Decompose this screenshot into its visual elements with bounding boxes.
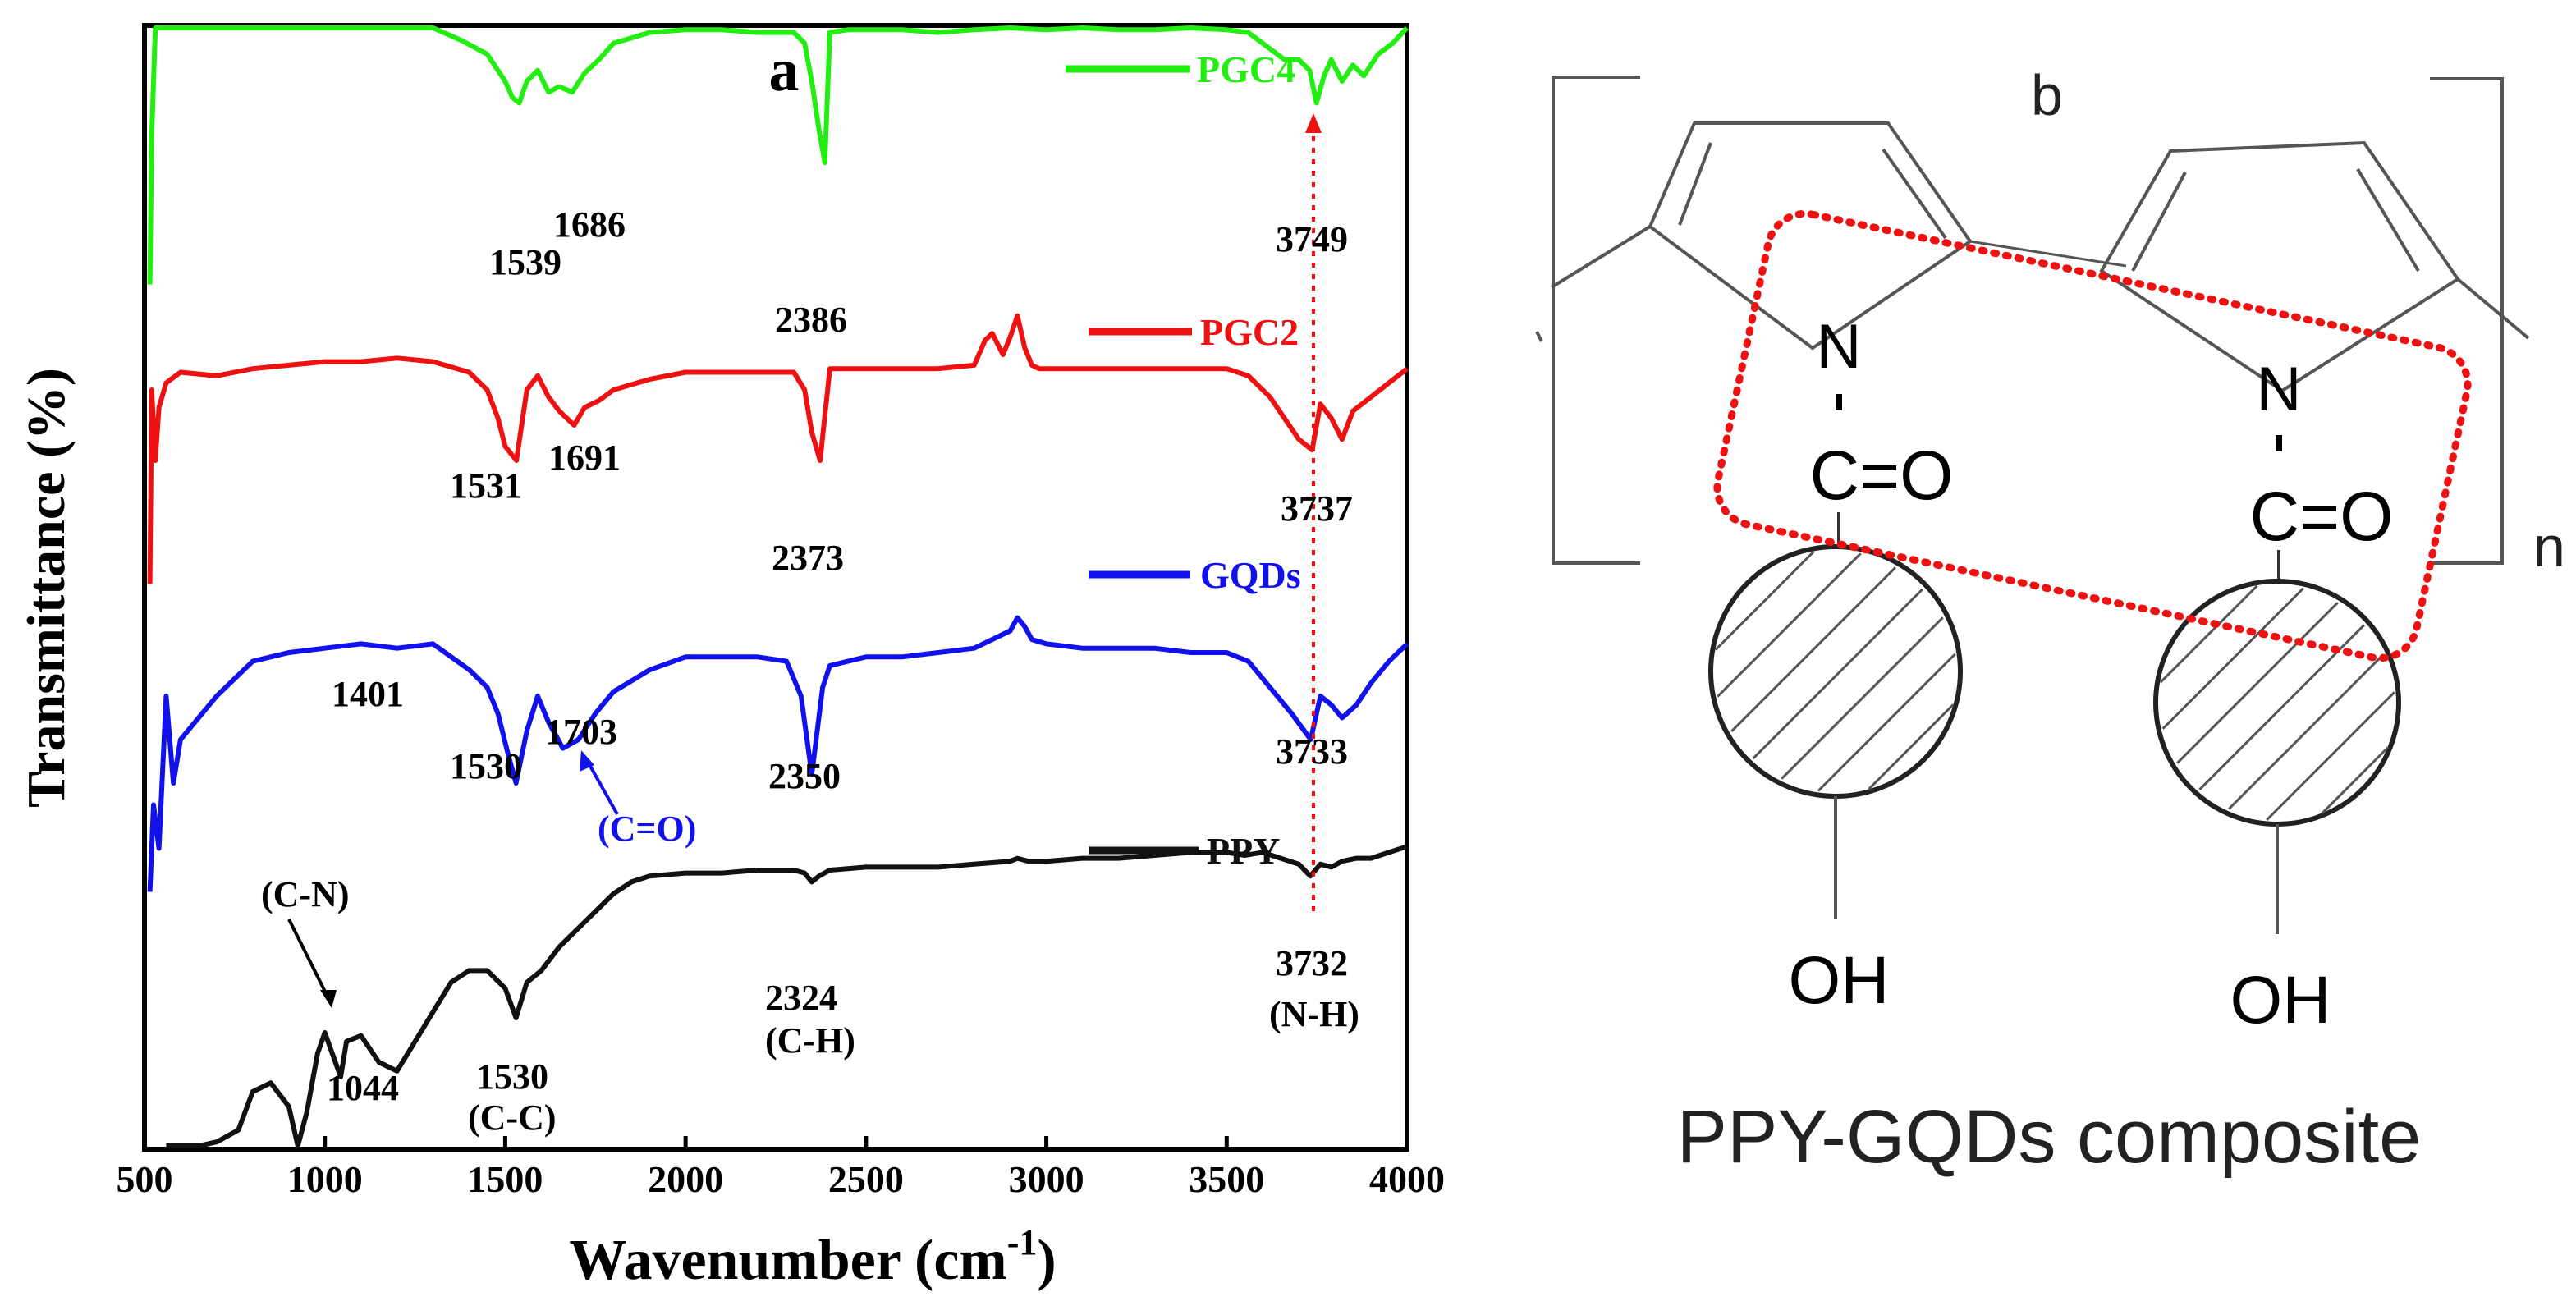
x-axis-tick-labels: 500 1000 1500 2000 2500 3000 3500 4000	[117, 1158, 1446, 1200]
peak-label-gqds-3733: 3733	[1276, 731, 1348, 772]
x-axis-label-close: )	[1037, 1229, 1056, 1292]
legend-label-pgc4: PGC4	[1197, 48, 1295, 90]
peak-label-ppy-1530: 1530	[476, 1056, 548, 1097]
gqd-particle-2-hatching	[2159, 584, 2395, 821]
panel-a-chart: 500 1000 1500 2000 2500 3000 3500 4000 a Transm…	[16, 23, 1446, 1292]
hatch-2-line-2	[2176, 602, 2339, 764]
x-tick-label-2000: 2000	[648, 1158, 723, 1200]
plot-frame	[142, 23, 1409, 1152]
gqds-co-arrow-head	[580, 750, 594, 772]
peak-label-pgc4-1686: 1686	[553, 204, 626, 245]
peak-label-gqds-co: (C=O)	[598, 809, 696, 849]
repeat-unit-n: n	[2533, 515, 2565, 579]
peak-label-ppy-cc: (C-C)	[468, 1097, 557, 1138]
y-axis-label: Transmittance (%)	[16, 368, 76, 808]
legend-pgc4: PGC4	[1066, 48, 1295, 90]
series-line-ppy	[166, 844, 1408, 1148]
hatch-1-line-6	[1868, 703, 1955, 790]
n-atom-1: N	[1817, 312, 1862, 382]
right-bracket	[2430, 77, 2504, 565]
carbonyl-1: C=O	[1809, 437, 1953, 514]
legend-gqds: GQDs	[1089, 554, 1301, 596]
x-axis-ticks	[142, 1136, 1409, 1149]
side-tick-left	[1535, 331, 1543, 342]
peak-label-ppy-3732: 3732	[1276, 943, 1348, 983]
hatch-1-line-3	[1752, 588, 1924, 760]
hatch-1-line-5	[1817, 653, 1956, 792]
x-tick-label-1500: 1500	[467, 1158, 543, 1200]
peak-label-ppy-ch: (C-H)	[765, 1020, 855, 1061]
hydroxyl-2: OH	[2230, 963, 2331, 1038]
peak-label-gqds-1703: 1703	[545, 712, 617, 752]
x-tick-label-1000: 1000	[287, 1158, 363, 1200]
left-bracket	[1552, 76, 1640, 565]
reference-arrow-head	[1305, 113, 1322, 133]
peak-label-pgc4-2386: 2386	[775, 300, 847, 340]
series-line-gqds	[147, 615, 1409, 892]
hatch-2-line-0	[2159, 584, 2258, 684]
hatch-1-line-0	[1714, 550, 1815, 651]
hatch-1-line-4	[1781, 616, 1944, 780]
panel-b-labels: b n N N C=O C=O OH OH PPY-GQDs composite	[1677, 63, 2565, 1179]
carbonyl-2: C=O	[2249, 478, 2393, 555]
peak-label-pgc2-3737: 3737	[1281, 488, 1353, 529]
peak-label-gqds-2350: 2350	[768, 756, 841, 796]
panel-b-label: b	[2031, 63, 2063, 127]
structure-caption: PPY-GQDs composite	[1677, 1095, 2422, 1179]
x-tick-label-4000: 4000	[1369, 1158, 1445, 1200]
x-tick-label-500: 500	[117, 1158, 173, 1200]
gqd-particle-1-hatching	[1714, 550, 1956, 792]
hatch-2-line-6	[2321, 746, 2390, 815]
peak-label-pgc2-1691: 1691	[548, 438, 621, 478]
legend-label-gqds: GQDs	[1200, 554, 1301, 596]
inter-ring-bond	[1969, 240, 2127, 268]
gqds-co-arrow-line	[586, 761, 619, 815]
peak-label-gqds-1401: 1401	[332, 674, 404, 714]
series-line-pgc4	[147, 25, 1409, 285]
ring-2-right-bond	[2456, 277, 2530, 340]
peak-label-ppy-nh: (N-H)	[1269, 994, 1359, 1034]
ring-1-left-bond	[1550, 225, 1652, 289]
peak-label-ppy-cn: (C-N)	[261, 874, 350, 914]
peak-label-ppy-2324: 2324	[765, 978, 837, 1018]
hatch-2-line-1	[2161, 587, 2304, 730]
pyrrole-ring-1-double-bonds	[1678, 142, 1947, 240]
pyrrole-ring-2	[2099, 140, 2460, 393]
pyrrole-ring-2-double-bonds	[2131, 167, 2420, 273]
panel-b-structure	[1535, 76, 2530, 934]
panel-a-label: a	[769, 37, 800, 104]
x-tick-label-3000: 3000	[1009, 1158, 1084, 1200]
pyrrole-ring-1	[1648, 121, 1973, 351]
n-atom-2: N	[2257, 355, 2302, 424]
x-tick-label-2500: 2500	[828, 1158, 904, 1200]
x-axis-label: Wavenumber (cm-1)	[569, 1222, 1056, 1292]
hatch-1-line-1	[1717, 552, 1862, 698]
hatch-2-line-5	[2266, 691, 2395, 821]
legend-ppy: PPY	[1089, 830, 1280, 872]
gqd-particle-1	[1708, 544, 1963, 799]
x-axis-label-main: Wavenumber (cm	[569, 1229, 1006, 1292]
hatch-2-line-4	[2228, 653, 2385, 810]
x-tick-label-3500: 3500	[1189, 1158, 1264, 1200]
x-axis-label-sup: -1	[1007, 1222, 1038, 1262]
peak-label-pgc2-1531: 1531	[450, 465, 522, 506]
peak-label-pgc2-2373: 2373	[772, 538, 844, 578]
peak-label-pgc4-1539: 1539	[489, 242, 561, 282]
peak-label-ppy-1044: 1044	[327, 1068, 399, 1108]
peak-label-gqds-1530: 1530	[450, 746, 522, 786]
series-line-pgc2	[147, 313, 1409, 584]
ppy-cn-arrow-line	[287, 919, 328, 996]
hatch-1-line-2	[1730, 566, 1897, 733]
hydroxyl-1: OH	[1789, 943, 1890, 1018]
legend-label-pgc2: PGC2	[1200, 311, 1299, 353]
series-layer	[147, 25, 1409, 1148]
legend-pgc2: PGC2	[1089, 311, 1299, 353]
legend-label-ppy: PPY	[1207, 830, 1280, 872]
interaction-highlight-box	[1713, 209, 2472, 662]
ppy-cn-arrow-head	[320, 990, 337, 1008]
peak-label-pgc4-3749: 3749	[1276, 219, 1348, 259]
